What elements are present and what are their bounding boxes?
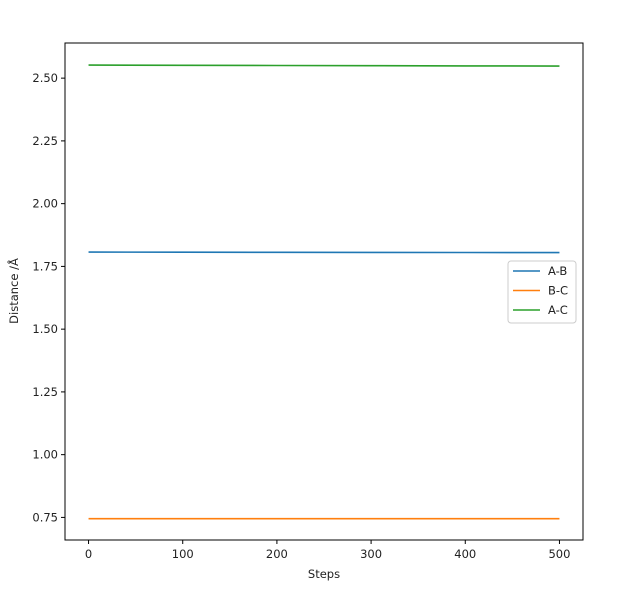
legend: A-B B-C A-C	[507, 260, 577, 324]
y-tick-label: 1.25	[32, 385, 58, 399]
legend-label: A-C	[548, 303, 568, 317]
x-axis: 0 100 200 300 400 500	[85, 540, 570, 561]
legend-box	[507, 260, 577, 324]
x-tick-label: 400	[454, 547, 476, 561]
y-tick-label: 1.75	[32, 259, 58, 273]
series-line-a-c	[88, 64, 560, 67]
plot-lines	[88, 64, 560, 520]
x-tick-label: 0	[85, 547, 92, 561]
y-axis-label: Distance /Å	[6, 258, 21, 324]
x-tick-label: 300	[360, 547, 382, 561]
series-line-a-b	[88, 251, 560, 254]
legend-label: A-B	[548, 264, 567, 278]
x-axis-label: Steps	[308, 567, 340, 581]
y-tick-label: 2.50	[32, 71, 58, 85]
x-tick-label: 100	[172, 547, 194, 561]
y-tick-label: 0.75	[32, 510, 58, 524]
y-tick-label: 1.50	[32, 322, 58, 336]
legend-label: B-C	[548, 284, 568, 298]
x-tick-label: 200	[266, 547, 288, 561]
axes-frame	[64, 42, 584, 541]
x-tick-label: 500	[548, 547, 570, 561]
y-axis: 0.75 1.00 1.25 1.50 1.75 2.00 2.25 2.50	[32, 71, 65, 524]
y-tick-label: 2.00	[32, 197, 58, 211]
y-tick-label: 1.00	[32, 448, 58, 462]
y-tick-label: 2.25	[32, 134, 58, 148]
